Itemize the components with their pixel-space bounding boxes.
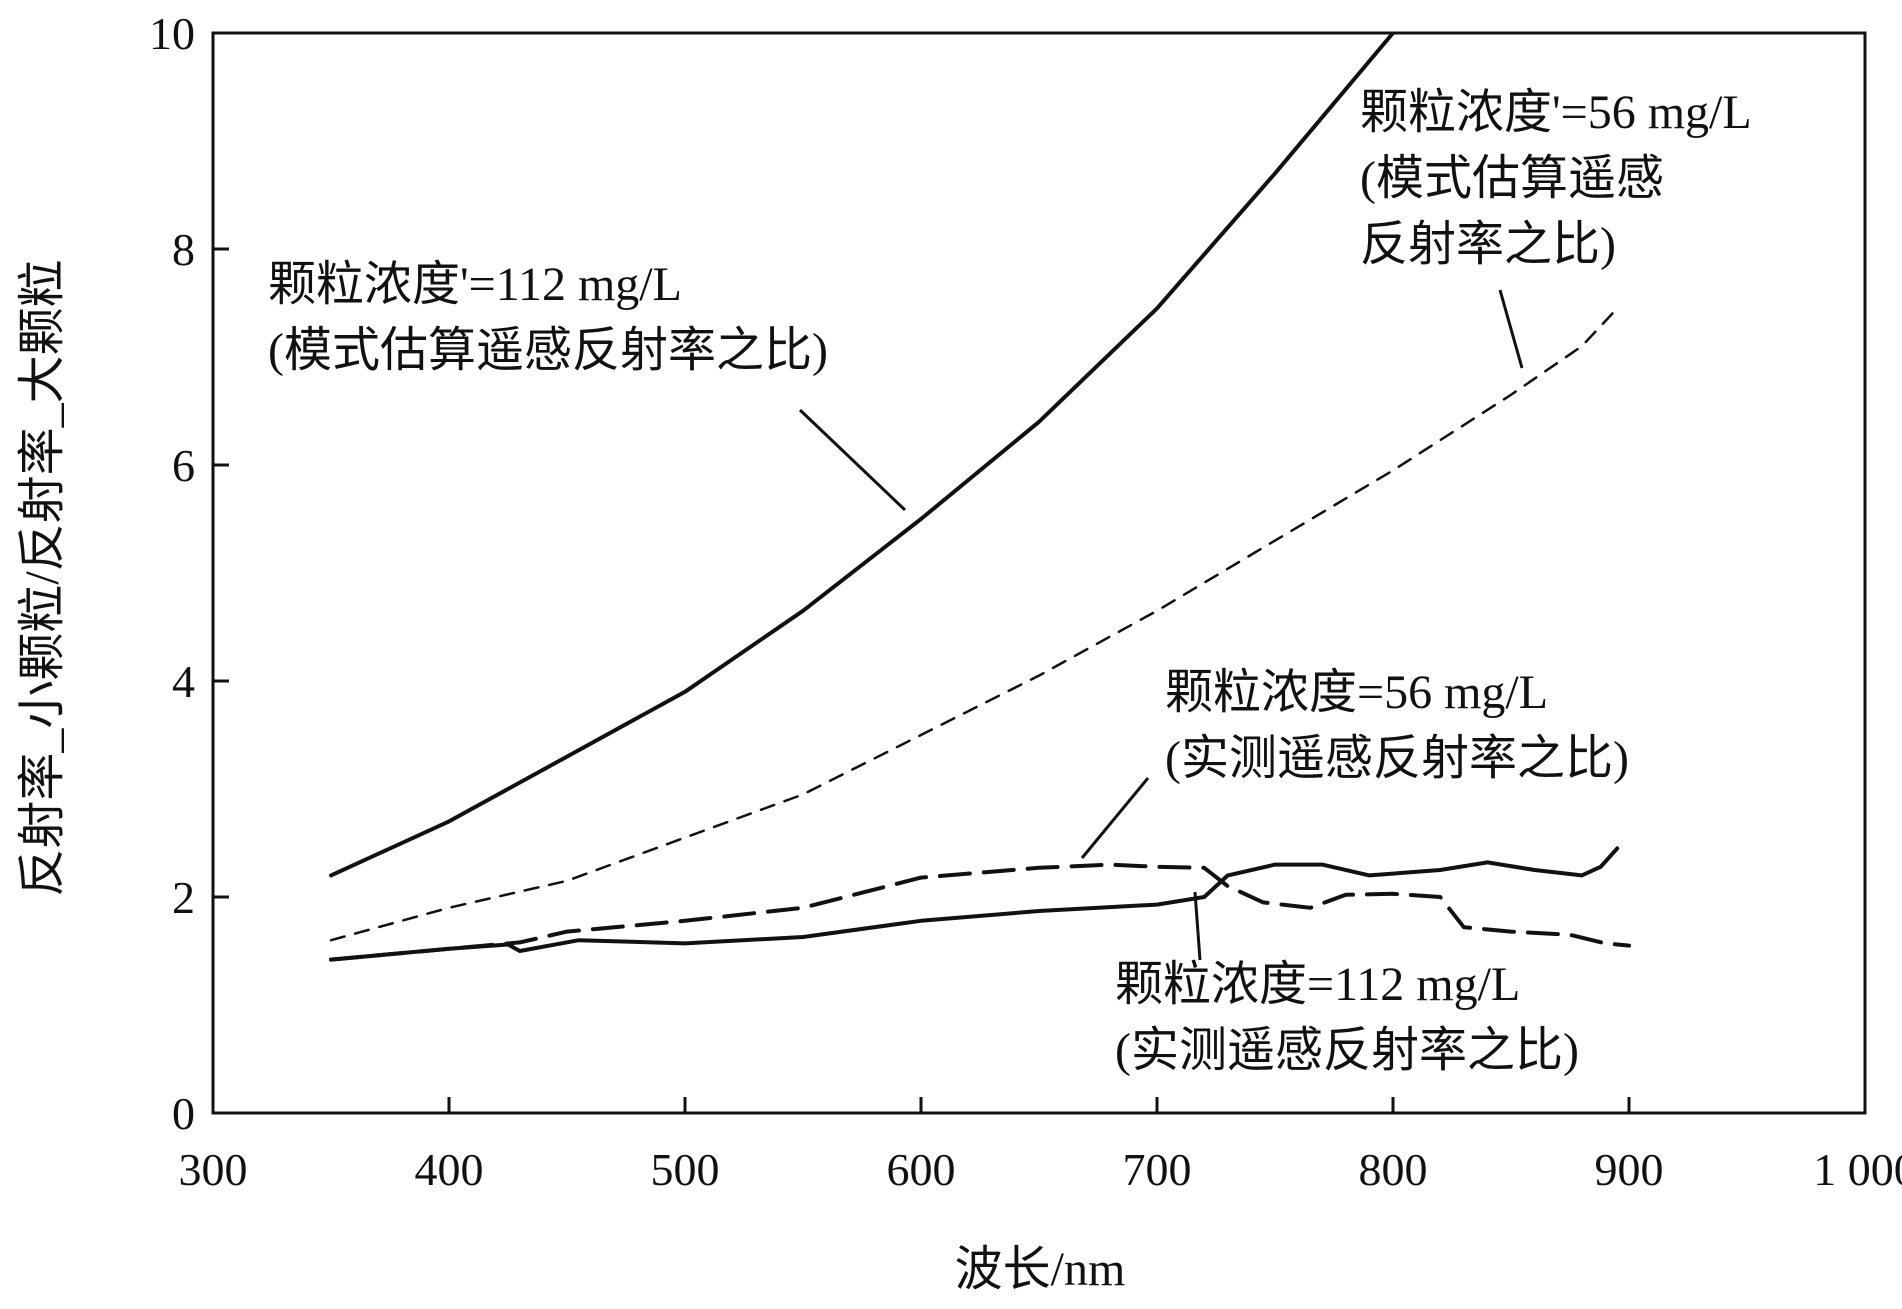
- y-tick-label: 2: [172, 872, 195, 923]
- annotation-leader-line: [1193, 891, 1202, 961]
- annotation-line: (实测遥感反射率之比): [1115, 1024, 1579, 1077]
- y-tick-label: 10: [149, 8, 195, 59]
- annotation-leader-line: [1498, 289, 1524, 369]
- annotation-model-56: 颗粒浓度'=56 mg/L (模式估算遥感反射率之比): [1360, 86, 1752, 369]
- annotation-line: 反射率之比): [1360, 218, 1616, 271]
- plot-frame: [211, 31, 1867, 1115]
- annotation-leader-line: [798, 408, 907, 512]
- plot-area: 300 400 500 600 700 800 900 1 000 0 2 4 6 8 10 颗粒浓度'=1…: [149, 8, 1902, 1195]
- annotation-measured-56: 颗粒浓度=56 mg/L (实测遥感反射率之比): [1080, 666, 1629, 859]
- x-axis-title: 波长/nm: [955, 1243, 1126, 1296]
- x-tick-label: 600: [887, 1144, 956, 1195]
- annotation-line: 颗粒浓度'=112 mg/L: [268, 258, 682, 311]
- x-tick-label: 700: [1123, 1144, 1192, 1195]
- annotation-model-112: 颗粒浓度'=112 mg/L (模式估算遥感反射率之比): [268, 258, 907, 512]
- series-line-measured-56: [329, 862, 1631, 962]
- series-line-model-112: [329, 33, 1396, 878]
- annotation-text: 颗粒浓度'=112 mg/L (模式估算遥感反射率之比): [268, 258, 828, 377]
- annotation-text: 颗粒浓度=56 mg/L (实测遥感反射率之比): [1165, 666, 1629, 785]
- annotation-text: 颗粒浓度'=56 mg/L (模式估算遥感反射率之比): [1360, 86, 1752, 271]
- y-tick-label: 8: [172, 224, 195, 275]
- series-line-model-56: [329, 307, 1619, 942]
- y-axis-title: 反射率_小颗粒/反射率_大颗粒: [16, 259, 69, 896]
- annotation-line: 颗粒浓度'=56 mg/L: [1360, 86, 1752, 139]
- annotation-line: (模式估算遥感反射率之比): [268, 324, 828, 377]
- x-tick-label: 300: [179, 1144, 248, 1195]
- annotation-text: 颗粒浓度=112 mg/L (实测遥感反射率之比): [1115, 958, 1579, 1077]
- axis-labels: 波长/nm 反射率_小颗粒/反射率_大颗粒: [16, 259, 1125, 1296]
- annotation-line: (模式估算遥感: [1360, 152, 1664, 205]
- annotation-measured-112: 颗粒浓度=112 mg/L (实测遥感反射率之比): [1115, 891, 1579, 1077]
- x-tick-label: 800: [1359, 1144, 1428, 1195]
- x-tick-label: 900: [1595, 1144, 1664, 1195]
- x-tick-label: 400: [415, 1144, 484, 1195]
- annotation-line: 颗粒浓度=56 mg/L: [1165, 666, 1548, 719]
- annotation-leader-line: [1080, 777, 1150, 859]
- annotation-line: (实测遥感反射率之比): [1165, 732, 1629, 785]
- y-tick-label: 6: [172, 440, 195, 491]
- y-tick-label: 4: [172, 656, 195, 707]
- series-group: [329, 33, 1631, 962]
- x-tick-label: 500: [651, 1144, 720, 1195]
- x-tick-label: 1 000: [1813, 1144, 1902, 1195]
- series-line-measured-112: [329, 846, 1620, 962]
- annotation-line: 颗粒浓度=112 mg/L: [1115, 958, 1520, 1011]
- y-tick-label: 0: [172, 1088, 195, 1139]
